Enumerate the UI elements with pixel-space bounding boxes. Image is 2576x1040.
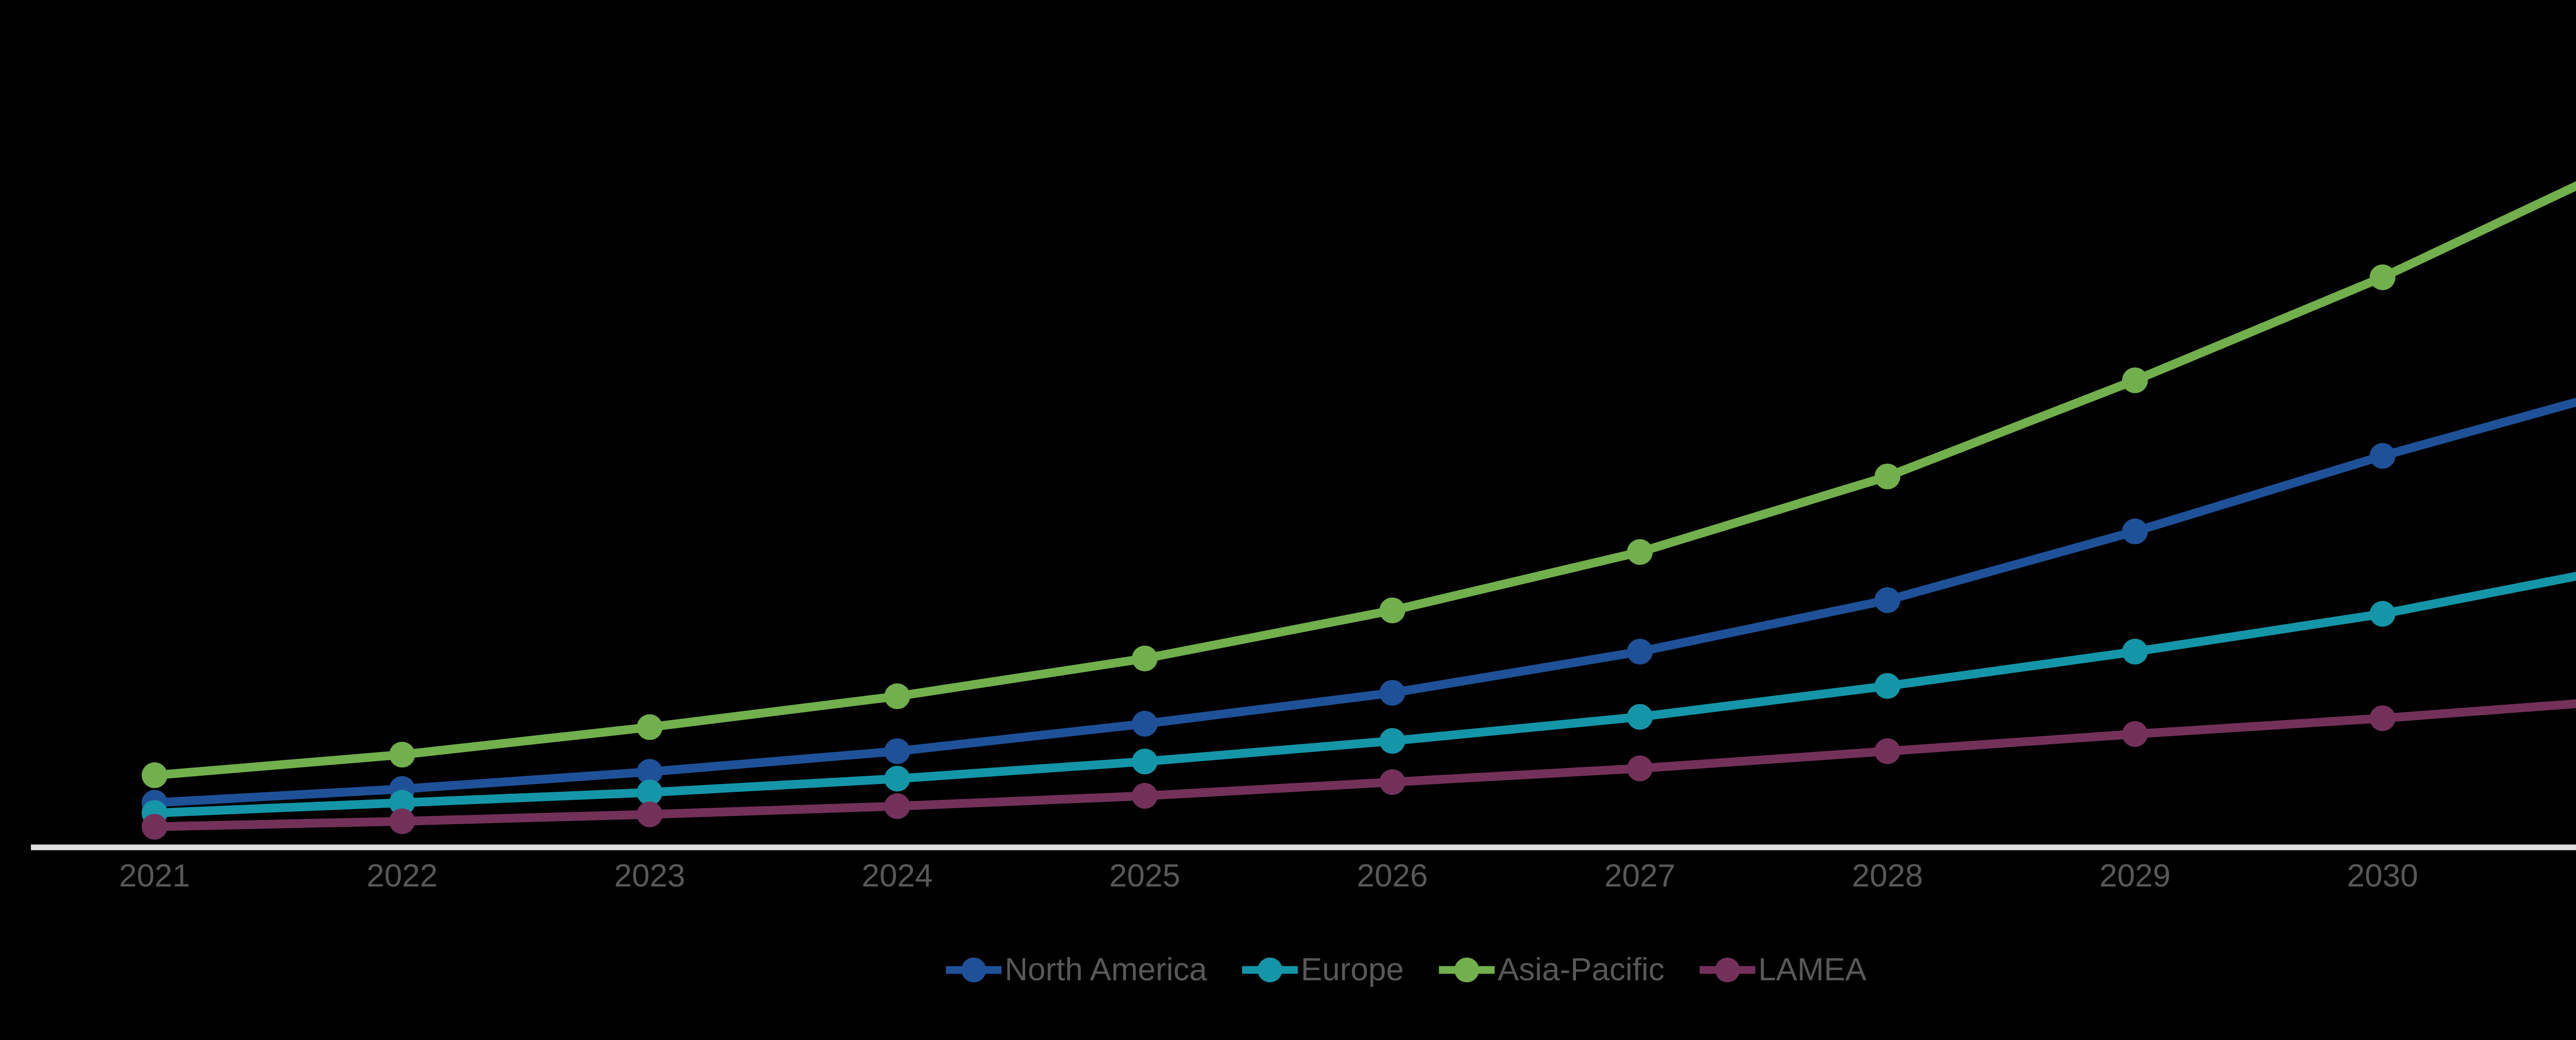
- data-point[interactable]: [637, 714, 663, 740]
- x-axis-tick-label: 2025: [1109, 858, 1180, 894]
- legend-item-label: Europe: [1300, 952, 1404, 987]
- data-point[interactable]: [884, 738, 910, 764]
- data-point[interactable]: [1379, 769, 1405, 795]
- data-point[interactable]: [389, 790, 415, 816]
- x-axis-tick-label: 2026: [1357, 858, 1428, 894]
- data-point[interactable]: [389, 808, 415, 834]
- data-point[interactable]: [1874, 673, 1901, 699]
- data-point[interactable]: [637, 759, 663, 785]
- data-point[interactable]: [2122, 367, 2148, 394]
- x-axis-tick-label: 2029: [2099, 858, 2171, 894]
- x-axis-tick-label: 2023: [614, 858, 685, 894]
- data-point[interactable]: [884, 793, 910, 819]
- data-point[interactable]: [1874, 738, 1901, 764]
- data-point[interactable]: [1627, 539, 1653, 565]
- legend-dot-icon: [1257, 958, 1282, 982]
- data-point[interactable]: [637, 802, 663, 827]
- x-axis-tick-label: 2022: [366, 858, 438, 894]
- legend-item[interactable]: Europe: [1242, 954, 1404, 986]
- series-north-america: [142, 397, 2576, 816]
- series-line: [150, 572, 2576, 817]
- legend-item-label: Asia-Pacific: [1497, 952, 1665, 987]
- legend-marker-icon: [1699, 956, 1755, 984]
- data-point[interactable]: [2122, 721, 2148, 747]
- series-lamea: [142, 699, 2576, 840]
- chart-legend: North America Europe Asia-Pacific LAMEA: [0, 954, 2576, 986]
- data-point[interactable]: [142, 762, 167, 788]
- data-point[interactable]: [1874, 587, 1901, 613]
- series-asia-pacific: [142, 181, 2576, 788]
- series-line: [150, 699, 2576, 831]
- data-point[interactable]: [884, 765, 910, 792]
- data-point[interactable]: [1132, 748, 1158, 775]
- data-point[interactable]: [2122, 518, 2148, 544]
- x-axis-tick-label: 2030: [2347, 858, 2418, 894]
- x-axis-tick-label: 2021: [119, 858, 190, 894]
- data-point[interactable]: [2369, 264, 2396, 291]
- data-point[interactable]: [1379, 680, 1405, 706]
- legend-marker-icon: [1438, 956, 1495, 984]
- data-point[interactable]: [1132, 711, 1158, 737]
- data-point[interactable]: [1627, 704, 1653, 730]
- legend-item[interactable]: Asia-Pacific: [1438, 952, 1665, 987]
- x-axis-tick-label: 2028: [1852, 858, 1923, 894]
- data-point[interactable]: [1627, 755, 1653, 781]
- data-point[interactable]: [1132, 783, 1158, 809]
- data-point[interactable]: [1874, 464, 1901, 489]
- legend-dot-icon: [1454, 958, 1479, 982]
- legend-item[interactable]: LAMEA: [1699, 952, 1867, 987]
- data-point[interactable]: [389, 742, 415, 768]
- data-point[interactable]: [1379, 598, 1405, 623]
- legend-dot-icon: [1715, 958, 1740, 982]
- x-axis-tick-label: 2027: [1604, 858, 1675, 894]
- data-point[interactable]: [1627, 639, 1653, 664]
- legend-item[interactable]: North America: [946, 954, 1207, 986]
- data-point[interactable]: [2369, 705, 2396, 731]
- data-point[interactable]: [2369, 443, 2396, 469]
- data-point[interactable]: [2122, 639, 2148, 664]
- legend-item-label: LAMEA: [1758, 952, 1867, 987]
- data-point[interactable]: [2369, 601, 2396, 627]
- x-axis-tick-label: 2024: [861, 858, 933, 894]
- legend-item-label: North America: [1005, 952, 1207, 987]
- data-point[interactable]: [1379, 728, 1405, 754]
- series-layer: [142, 181, 2576, 840]
- data-point[interactable]: [884, 683, 910, 709]
- series-europe: [142, 572, 2576, 826]
- series-line: [150, 181, 2576, 780]
- legend-marker-icon: [946, 956, 1002, 984]
- data-point[interactable]: [142, 814, 167, 840]
- legend-marker-icon: [1242, 956, 1298, 984]
- data-point[interactable]: [637, 779, 663, 806]
- data-point[interactable]: [1132, 645, 1158, 672]
- legend-dot-icon: [961, 958, 987, 982]
